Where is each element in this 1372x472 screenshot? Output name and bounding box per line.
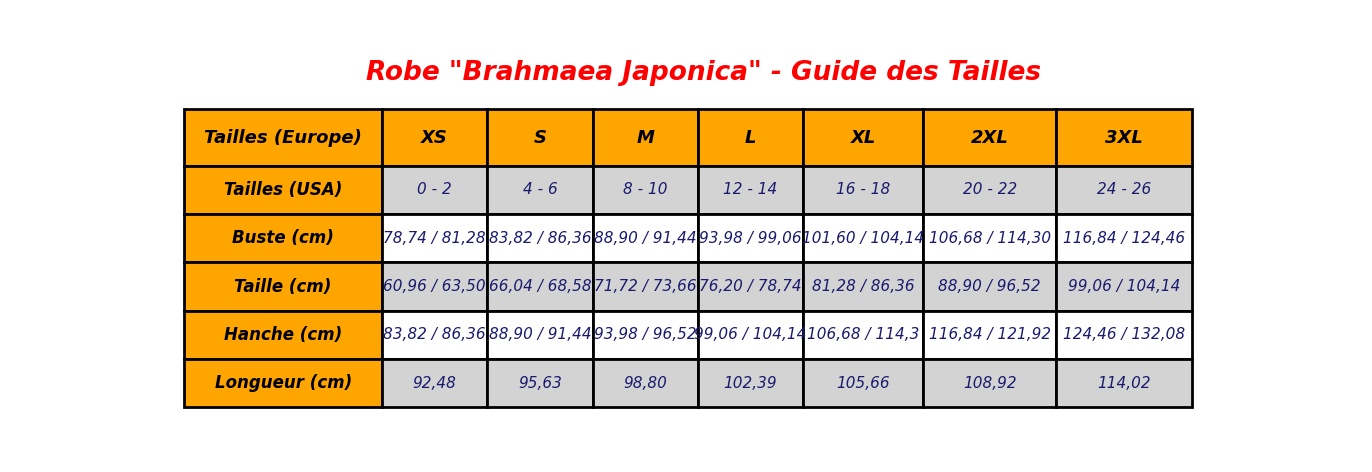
Text: 99,06 / 104,14: 99,06 / 104,14 (1067, 279, 1180, 294)
Text: 4 - 6: 4 - 6 (523, 182, 557, 197)
Bar (923, 311, 1056, 359)
Bar (487, 214, 593, 262)
Text: 93,98 / 96,52: 93,98 / 96,52 (594, 328, 697, 342)
Bar (381, 214, 487, 262)
Bar (593, 311, 698, 359)
Bar (1056, 262, 1192, 311)
Text: 106,68 / 114,30: 106,68 / 114,30 (929, 231, 1051, 246)
Bar (487, 110, 593, 166)
Bar (698, 166, 803, 214)
Text: 108,92: 108,92 (963, 376, 1017, 391)
Text: 8 - 10: 8 - 10 (623, 182, 667, 197)
Bar (487, 359, 593, 407)
Text: 0 - 2: 0 - 2 (417, 182, 451, 197)
Bar (698, 262, 803, 311)
Bar (1056, 166, 1192, 214)
Text: Hanche (cm): Hanche (cm) (224, 326, 342, 344)
Text: Taille (cm): Taille (cm) (235, 278, 332, 295)
Bar (184, 110, 381, 166)
Bar (593, 110, 698, 166)
Text: S: S (534, 128, 546, 146)
Bar (1056, 311, 1192, 359)
Bar (803, 359, 923, 407)
Text: 88,90 / 96,52: 88,90 / 96,52 (938, 279, 1041, 294)
Bar (698, 110, 803, 166)
Text: 88,90 / 91,44: 88,90 / 91,44 (488, 328, 591, 342)
Text: Longueur (cm): Longueur (cm) (214, 374, 351, 392)
Bar (593, 262, 698, 311)
Bar (698, 359, 803, 407)
Text: Robe "Brahmaea Japonica" - Guide des Tailles: Robe "Brahmaea Japonica" - Guide des Tai… (365, 60, 1041, 86)
Bar (698, 214, 803, 262)
Bar (923, 110, 1056, 166)
Text: 106,68 / 114,3: 106,68 / 114,3 (807, 328, 919, 342)
Bar (698, 311, 803, 359)
Bar (381, 359, 487, 407)
Text: 99,06 / 104,14: 99,06 / 104,14 (694, 328, 807, 342)
Text: 3XL: 3XL (1106, 128, 1143, 146)
Text: 83,82 / 86,36: 83,82 / 86,36 (488, 231, 591, 246)
Text: 60,96 / 63,50: 60,96 / 63,50 (383, 279, 486, 294)
Bar (593, 359, 698, 407)
Bar (593, 166, 698, 214)
Bar (803, 311, 923, 359)
Bar (184, 166, 381, 214)
Text: 71,72 / 73,66: 71,72 / 73,66 (594, 279, 697, 294)
Text: 92,48: 92,48 (413, 376, 457, 391)
Text: 76,20 / 78,74: 76,20 / 78,74 (700, 279, 801, 294)
Bar (923, 359, 1056, 407)
Text: 114,02: 114,02 (1098, 376, 1151, 391)
Text: 83,82 / 86,36: 83,82 / 86,36 (383, 328, 486, 342)
Text: 116,84 / 124,46: 116,84 / 124,46 (1063, 231, 1185, 246)
Text: L: L (745, 128, 756, 146)
Bar (184, 311, 381, 359)
Bar (923, 214, 1056, 262)
Bar (923, 262, 1056, 311)
Text: 102,39: 102,39 (723, 376, 778, 391)
Text: 95,63: 95,63 (519, 376, 563, 391)
Bar (381, 166, 487, 214)
Text: 66,04 / 68,58: 66,04 / 68,58 (488, 279, 591, 294)
Bar (184, 359, 381, 407)
Text: 24 - 26: 24 - 26 (1098, 182, 1151, 197)
Text: 81,28 / 86,36: 81,28 / 86,36 (812, 279, 915, 294)
Text: 88,90 / 91,44: 88,90 / 91,44 (594, 231, 697, 246)
Bar (381, 262, 487, 311)
Text: 16 - 18: 16 - 18 (836, 182, 890, 197)
Bar (487, 166, 593, 214)
Bar (1056, 110, 1192, 166)
Text: 105,66: 105,66 (837, 376, 890, 391)
Text: 116,84 / 121,92: 116,84 / 121,92 (929, 328, 1051, 342)
Bar (1056, 359, 1192, 407)
Bar (803, 110, 923, 166)
Text: XL: XL (851, 128, 875, 146)
Text: 101,60 / 104,14: 101,60 / 104,14 (803, 231, 925, 246)
Bar (803, 214, 923, 262)
Text: XS: XS (421, 128, 449, 146)
Text: 78,74 / 81,28: 78,74 / 81,28 (383, 231, 486, 246)
Bar (593, 214, 698, 262)
Bar (184, 214, 381, 262)
Bar (803, 166, 923, 214)
Text: 98,80: 98,80 (623, 376, 667, 391)
Text: 124,46 / 132,08: 124,46 / 132,08 (1063, 328, 1185, 342)
Text: Buste (cm): Buste (cm) (232, 229, 335, 247)
Text: 2XL: 2XL (971, 128, 1008, 146)
Text: 93,98 / 99,06: 93,98 / 99,06 (700, 231, 801, 246)
Text: 20 - 22: 20 - 22 (963, 182, 1017, 197)
Bar (381, 110, 487, 166)
Text: 12 - 14: 12 - 14 (723, 182, 778, 197)
Bar (487, 262, 593, 311)
Bar (487, 311, 593, 359)
Text: Tailles (Europe): Tailles (Europe) (204, 128, 362, 146)
Bar (381, 311, 487, 359)
Text: M: M (637, 128, 654, 146)
Bar (184, 262, 381, 311)
Bar (923, 166, 1056, 214)
Bar (803, 262, 923, 311)
Text: Tailles (USA): Tailles (USA) (224, 181, 343, 199)
Bar (1056, 214, 1192, 262)
